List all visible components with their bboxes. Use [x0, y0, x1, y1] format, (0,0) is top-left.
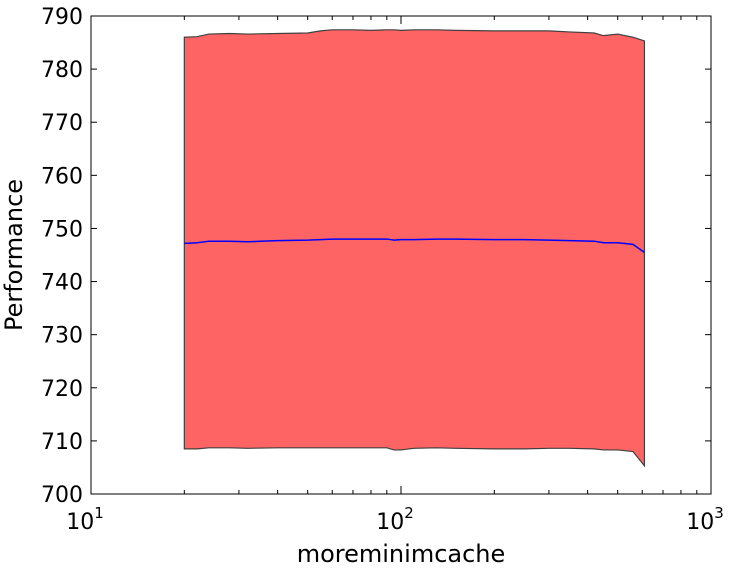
x-tick-exponent: 3 — [714, 504, 724, 522]
x-tick-label: 101 — [66, 504, 104, 535]
y-tick-label: 780 — [41, 58, 83, 83]
y-tick-label: 750 — [41, 217, 83, 242]
confidence-band-layer — [183, 29, 646, 468]
confidence-band — [183, 29, 646, 468]
y-tick-label: 790 — [41, 5, 83, 30]
mean-line — [184, 238, 645, 253]
y-tick-label: 710 — [41, 430, 83, 455]
y-axis-label: Performance — [0, 179, 28, 331]
y-tick-label: 740 — [41, 271, 83, 296]
y-tick-label: 720 — [41, 377, 83, 402]
x-tick-exponent: 1 — [94, 504, 104, 522]
y-tick-label: 760 — [41, 164, 83, 189]
x-tick-label: 102 — [376, 504, 414, 535]
x-tick-label: 103 — [686, 504, 724, 535]
y-tick-label: 730 — [41, 324, 83, 349]
mean-line-layer — [184, 238, 645, 253]
ticks-layer — [90, 15, 712, 495]
tick-labels-layer: 700 710 720 730 740 750 760 770 780 790 101 102 103 — [41, 5, 724, 535]
x-tick-exponent: 2 — [404, 504, 414, 522]
y-tick-label: 770 — [41, 111, 83, 136]
y-tick-label: 700 — [41, 483, 83, 508]
x-axis-label: moreminimcache — [297, 540, 506, 568]
